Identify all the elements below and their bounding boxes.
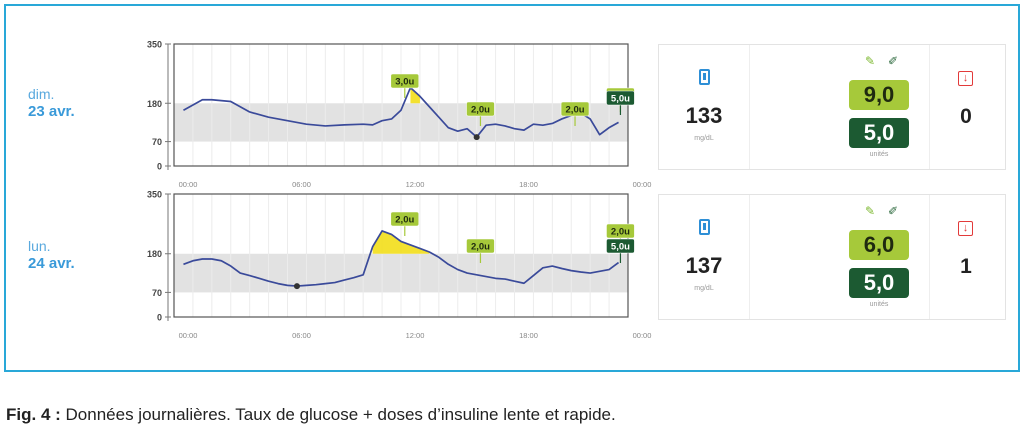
divider <box>929 45 930 169</box>
x-tick-label: 18:00 <box>519 331 538 340</box>
hyperglycemia-area <box>410 87 420 104</box>
dose-label-box <box>390 211 420 227</box>
glucose-line <box>183 86 619 138</box>
x-tick-label: 06:00 <box>292 180 311 189</box>
glucose-average: 133 <box>685 103 723 128</box>
dose-label: 2,0u <box>566 105 585 116</box>
slow-insulin-total: 6,0 <box>849 230 909 260</box>
day-name: lun. <box>28 238 51 254</box>
hypo-count: 0 <box>960 105 972 128</box>
dose-label: 2,0u <box>471 105 490 116</box>
x-tick-label: 06:00 <box>292 331 311 340</box>
y-tick-label: 70 <box>152 288 162 298</box>
glucose-unit: mg/dL <box>694 135 714 142</box>
y-tick-label: 180 <box>147 99 162 109</box>
x-tick-label: 12:00 <box>406 180 425 189</box>
glucose-line <box>183 230 620 287</box>
divider <box>929 195 930 319</box>
slow-insulin-total: 9,0 <box>849 80 909 110</box>
dose-label-box <box>466 238 495 254</box>
figure-caption: Fig. 4 : Données journalières. Taux de g… <box>6 405 616 425</box>
day-date: 23 avr. <box>28 103 75 120</box>
dose-label-box <box>390 73 420 89</box>
day-label-2: lun. 24 avr. <box>28 238 75 272</box>
dose-unit: unités <box>869 301 889 308</box>
divider <box>749 45 750 169</box>
dose-label-box <box>606 223 635 239</box>
y-tick-label: 70 <box>152 137 162 147</box>
dose-label: 5,0u <box>611 94 630 105</box>
low-point-marker <box>293 283 300 290</box>
syringe-icon: ✐ <box>888 54 899 68</box>
dose-label-box <box>606 238 635 254</box>
x-tick-label: 12:00 <box>406 331 425 340</box>
summary-card-day-1: 133 mg/dL ✎ ✐ 9,0 5,0 unités ↓ 0 <box>658 44 1006 170</box>
x-tick-label: 00:00 <box>633 180 652 189</box>
divider <box>749 195 750 319</box>
hypo-count: 1 <box>960 255 972 278</box>
caption-label: Fig. 4 : <box>6 405 61 424</box>
arrow-down-box-icon: ↓ <box>958 71 973 86</box>
dose-label-box <box>466 101 495 117</box>
dose-label: 5,0u <box>611 242 630 253</box>
dose-unit: unités <box>869 151 889 158</box>
y-tick-label: 350 <box>147 40 162 50</box>
summary-card-day-2: 137 mg/dL ✎ ✐ 6,0 5,0 unités ↓ 1 <box>658 194 1006 320</box>
phone-icon <box>699 219 710 235</box>
figure-frame: dim. 23 avr. lun. 24 avr. 350 180 70 0 00:00… <box>4 4 1020 372</box>
syringe-icon: ✎ <box>865 204 876 218</box>
phone-icon <box>699 69 710 85</box>
low-point-marker <box>473 134 480 141</box>
y-tick-label: 0 <box>157 313 162 323</box>
y-tick-label: 180 <box>147 249 162 259</box>
day-name: dim. <box>28 86 55 102</box>
day-label-1: dim. 23 avr. <box>28 86 75 120</box>
dose-label-box <box>560 101 590 117</box>
x-tick-label: 00:00 <box>179 180 198 189</box>
y-tick-label: 0 <box>157 162 162 172</box>
glucose-average: 137 <box>685 253 723 278</box>
day-date: 24 avr. <box>28 255 75 272</box>
fast-insulin-total: 5,0 <box>849 118 909 148</box>
glucose-chart-day-1: 350 180 70 0 00:00 06:00 12:00 18:00 00:00 3,0u 2,… <box>147 40 652 190</box>
dose-label: 2,0u <box>471 242 490 253</box>
target-range-band <box>174 253 628 293</box>
arrow-down-box-icon: ↓ <box>958 221 973 236</box>
hyperglycemia-area <box>372 230 430 254</box>
syringe-icon: ✐ <box>888 204 899 218</box>
dose-label: 2,0u <box>395 215 414 226</box>
plot-frame <box>173 193 629 318</box>
x-tick-label: 00:00 <box>179 331 198 340</box>
dose-label: 3,0u <box>395 77 414 88</box>
x-tick-label: 00:00 <box>633 331 652 340</box>
x-tick-label: 18:00 <box>519 180 538 189</box>
glucose-unit: mg/dL <box>694 285 714 292</box>
dose-label-box <box>606 90 635 106</box>
dose-label: 2,0u <box>611 227 630 238</box>
syringe-icon: ✎ <box>865 54 876 68</box>
caption-text: Données journalières. Taux de glucose + … <box>65 405 616 424</box>
fast-insulin-total: 5,0 <box>849 268 909 298</box>
